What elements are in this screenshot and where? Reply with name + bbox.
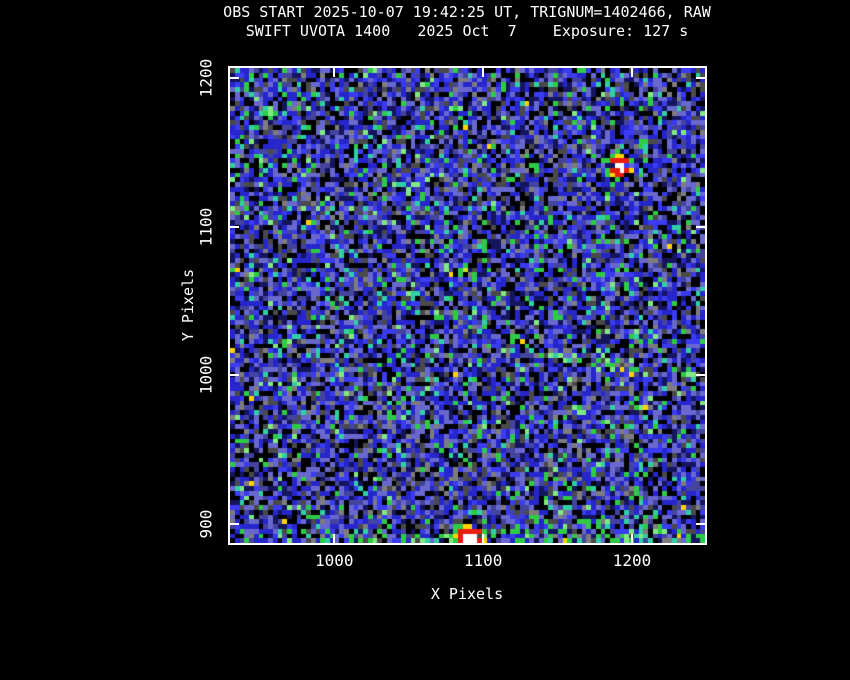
obs-start-title: OBS START 2025-10-07 19:42:25 UT, TRIGNU… — [223, 3, 711, 21]
y-tick-right — [696, 225, 705, 228]
x-tick-bottom — [631, 534, 634, 543]
y-tick-left — [230, 522, 239, 525]
y-tick-label: 1000 — [196, 356, 216, 395]
plot-frame — [228, 66, 707, 545]
y-tick-left — [230, 77, 239, 80]
y-axis-title: Y Pixels — [179, 268, 197, 342]
y-tick-right — [696, 77, 705, 80]
uvot-sky-image-canvas — [230, 68, 705, 543]
y-tick-right — [696, 522, 705, 525]
y-tick-left — [230, 225, 239, 228]
y-tick-left — [230, 374, 239, 377]
x-tick-label: 1200 — [612, 551, 652, 570]
y-tick-label: 900 — [196, 509, 216, 539]
x-tick-top — [333, 68, 336, 77]
instrument-exposure-title: SWIFT UVOTA 1400 2025 Oct 7 Exposure: 12… — [245, 22, 689, 40]
x-tick-bottom — [482, 534, 485, 543]
x-axis-title: X Pixels — [430, 585, 504, 603]
y-tick-label: 1200 — [196, 59, 216, 98]
y-tick-label: 1100 — [196, 207, 216, 247]
x-tick-top — [482, 68, 485, 77]
x-tick-label: 1000 — [314, 551, 354, 570]
x-tick-top — [631, 68, 634, 77]
y-tick-right — [696, 374, 705, 377]
x-tick-bottom — [333, 534, 336, 543]
x-tick-label: 1100 — [463, 551, 503, 570]
